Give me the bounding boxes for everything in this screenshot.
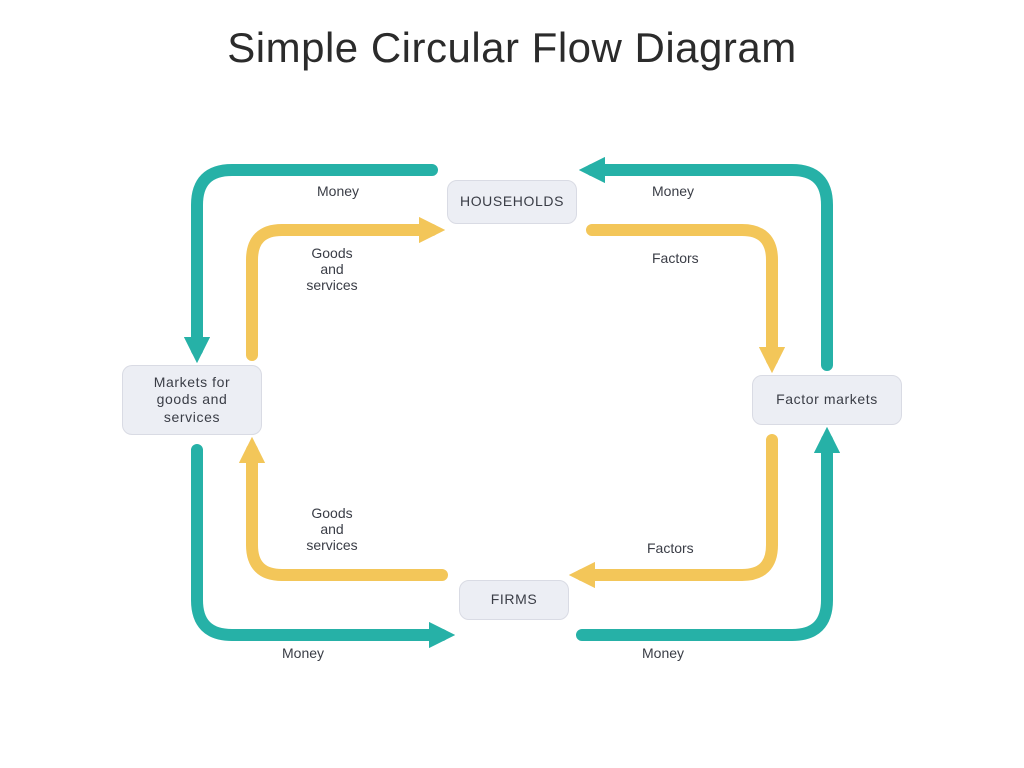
label-outer-br: Money [642,645,684,661]
label-inner-bl: Goods and services [292,505,372,553]
page-title: Simple Circular Flow Diagram [0,24,1024,72]
label-outer-tl: Money [317,183,359,199]
node-factor-market: Factor markets [752,375,902,425]
label-inner-tr: Factors [652,250,699,266]
label-outer-bl: Money [282,645,324,661]
outer-arc-tr [592,170,827,365]
node-goods-market: Markets for goods and services [122,365,262,435]
label-inner-br: Factors [647,540,694,556]
node-firms: FIRMS [459,580,569,620]
flow-arrows [112,150,912,720]
node-households: HOUSEHOLDS [447,180,577,224]
label-inner-tl: Goods and services [292,245,372,293]
circular-flow-diagram: HOUSEHOLDS Markets for goods and service… [112,150,912,720]
label-outer-tr: Money [652,183,694,199]
outer-arc-br [582,440,827,635]
